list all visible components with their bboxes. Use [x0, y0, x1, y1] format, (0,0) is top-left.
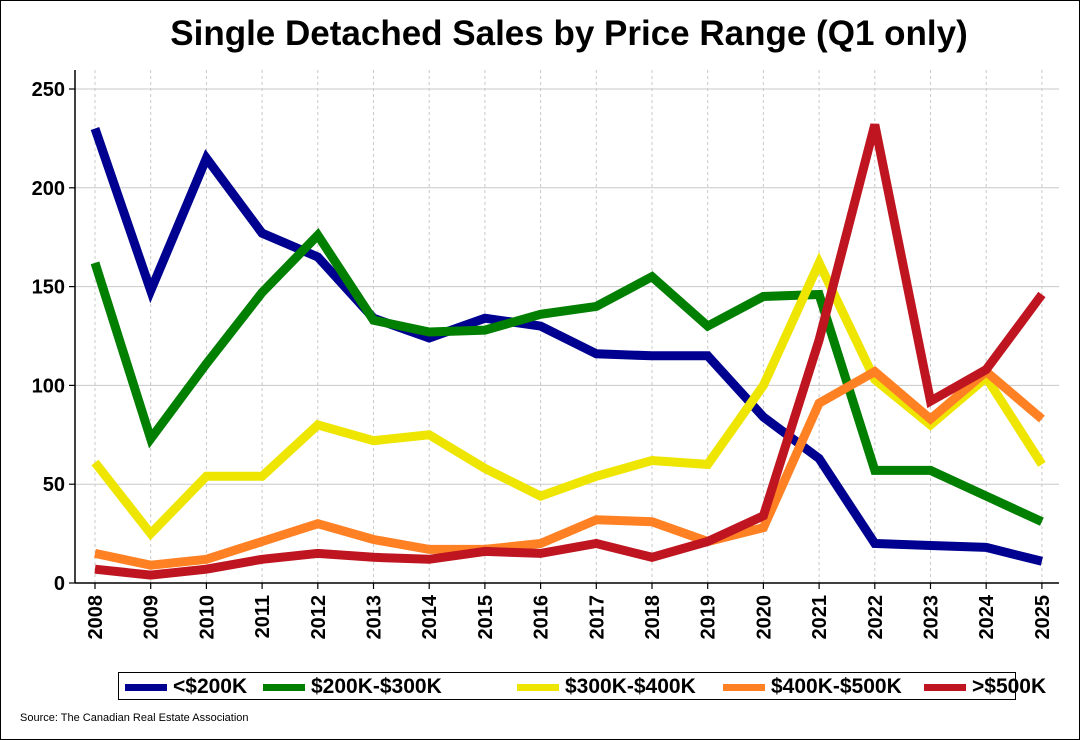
x-tick-labels: 2008 2009 2010 2011 2012 2013 2014 2015 2016 2017…: [85, 594, 1054, 639]
series-line-0: [90, 127, 1043, 566]
y-tick-label: 200: [32, 178, 65, 200]
legend-item: <$200K: [125, 675, 248, 698]
x-tick-label: 2015: [475, 595, 497, 640]
x-tick-label: 2022: [865, 595, 887, 640]
legend-swatch: [924, 683, 966, 691]
x-tick-label: 2008: [85, 595, 107, 640]
legend-swatch: [723, 683, 765, 691]
legend-label: $300K-$400K: [565, 675, 696, 698]
legend-item: $400K-$500K: [723, 675, 902, 698]
y-tick-label: 0: [54, 573, 65, 595]
series-line-2: [91, 252, 1046, 541]
chart-title: Single Detached Sales by Price Range (Q1…: [170, 14, 968, 53]
x-tick-label: 2009: [141, 595, 163, 640]
y-tick-labels: 0 50 100 150 200 250: [32, 79, 65, 595]
x-tick-label: 2013: [364, 595, 386, 640]
x-tick-label: 2025: [1032, 595, 1054, 640]
series-lines: [90, 123, 1046, 580]
x-tick-label: 2017: [586, 595, 608, 640]
source-note: Source: The Canadian Real Estate Associa…: [20, 712, 249, 724]
grid: [75, 70, 1059, 583]
x-tick-label: 2011: [252, 595, 274, 638]
x-tick-label: 2018: [642, 595, 664, 640]
legend-swatch: [125, 683, 167, 691]
series-line-4: [94, 123, 1046, 580]
x-tick-label: 2014: [419, 594, 441, 639]
x-tick-label: 2016: [531, 595, 553, 640]
series-line-3: [94, 365, 1045, 570]
x-tick-label: 2021: [809, 595, 831, 640]
y-tick-label: 100: [32, 375, 65, 397]
axes: [69, 70, 1059, 589]
legend: <$200K $200K-$300K $300K-$400K $400K-$500K >…: [118, 672, 1046, 700]
x-tick-label: 2024: [976, 594, 998, 639]
y-tick-label: 250: [32, 79, 65, 101]
x-tick-label: 2010: [196, 595, 218, 640]
x-tick-label: 2023: [921, 595, 943, 640]
legend-item: $300K-$400K: [517, 675, 696, 698]
x-tick-label: 2020: [753, 595, 775, 640]
series-line-1: [90, 228, 1044, 526]
x-tick-label: 2019: [698, 595, 720, 640]
legend-item: >$500K: [924, 675, 1047, 698]
legend-label: <$200K: [173, 675, 248, 698]
legend-swatch: [517, 683, 559, 691]
y-tick-label: 50: [43, 474, 65, 496]
legend-swatch: [263, 683, 305, 691]
legend-item: $200K-$300K: [263, 675, 442, 698]
legend-label: >$500K: [972, 675, 1047, 698]
legend-label: $200K-$300K: [311, 675, 442, 698]
x-tick-label: 2012: [308, 595, 330, 640]
y-tick-label: 150: [32, 277, 65, 299]
legend-label: $400K-$500K: [771, 675, 902, 698]
